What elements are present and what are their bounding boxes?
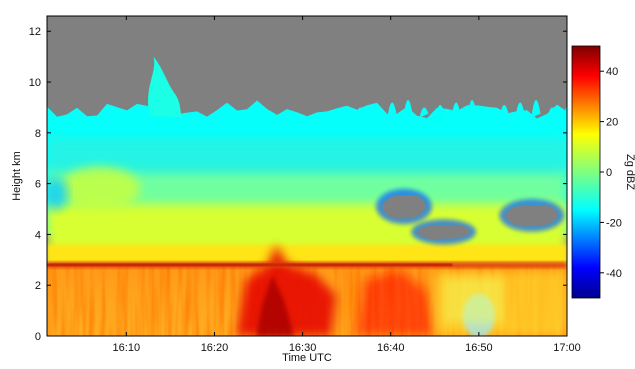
x-tick-label: 16:40	[377, 342, 405, 354]
cloud-top-feather	[467, 100, 477, 118]
x-tick-label: 17:00	[553, 342, 581, 354]
x-axis-title: Time UTC	[282, 352, 332, 364]
bright-band-core	[47, 263, 453, 267]
cloud-top-feather	[515, 102, 525, 118]
echo-gap	[381, 194, 426, 219]
mid-layer-teal	[47, 137, 567, 174]
weak-rain-patch	[443, 277, 504, 324]
y-tick-label: 10	[29, 77, 41, 89]
y-tick-label: 2	[35, 280, 41, 292]
mid-echo-patch	[59, 166, 140, 211]
reflectivity-field	[47, 16, 567, 336]
secondary-core	[355, 269, 435, 336]
colorbar-ticks: -40 -20 0 20 40	[600, 66, 622, 280]
weak-echo-patch	[47, 177, 68, 210]
echo-gap	[417, 225, 471, 240]
cloud-top-feather	[355, 107, 365, 118]
y-tick-label: 4	[35, 229, 41, 241]
cloud-top-feather	[451, 102, 461, 118]
y-tick-label: 8	[35, 128, 41, 140]
colorbar-tick-label: 20	[606, 117, 618, 129]
x-tick-label: 16:10	[113, 342, 141, 354]
core-maximum	[256, 275, 295, 336]
y-axis-title: Height km	[11, 151, 23, 201]
colorbar-ramp	[571, 45, 601, 299]
cloud-top-feather	[563, 105, 567, 118]
melting-layer-top	[47, 244, 567, 265]
y-axis: 0 2 4 6 8 10 12	[29, 26, 567, 343]
cloud-top-feather	[531, 100, 541, 118]
colorbar-title: Zg dBZ	[624, 154, 635, 190]
colorbar-tick-label: 0	[606, 167, 612, 179]
cloud-top-feather	[483, 107, 493, 118]
colorbar-tick-label: -40	[606, 268, 622, 280]
y-tick-label: 0	[35, 331, 41, 343]
y-tick-label: 12	[29, 26, 41, 38]
x-axis: 16:10 16:20 16:30 16:40 16:50 17:00	[113, 16, 581, 354]
colorbar: -40 -20 0 20 40 Zg dBZ	[571, 45, 635, 299]
cloud-top-feather	[387, 102, 397, 118]
echo-plume	[148, 56, 186, 118]
x-tick-label: 16:50	[465, 342, 493, 354]
cloud-top-feather	[371, 104, 381, 118]
cloud-top-feather	[547, 107, 557, 118]
plot-frame	[46, 15, 568, 337]
cloud-top-feather	[403, 100, 413, 118]
x-tick-label: 16:20	[201, 342, 229, 354]
cloud-top-feather	[419, 107, 429, 118]
cloud-top-feather	[435, 104, 445, 118]
x-tick-label: 16:30	[289, 342, 317, 354]
colorbar-tick-label: 40	[606, 66, 618, 78]
echo-gap	[505, 205, 559, 227]
colorbar-tick-label: -20	[606, 217, 622, 229]
cloud-top-feather	[499, 104, 509, 118]
y-tick-label: 6	[35, 179, 41, 191]
